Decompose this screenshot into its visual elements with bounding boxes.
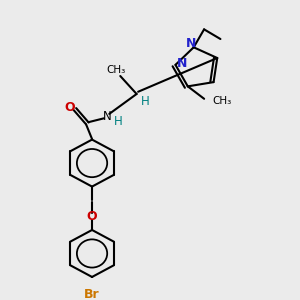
Text: H: H bbox=[141, 95, 149, 108]
Text: O: O bbox=[87, 210, 98, 223]
Text: N: N bbox=[103, 110, 111, 123]
Text: H: H bbox=[114, 115, 123, 128]
Text: N: N bbox=[177, 57, 187, 70]
Text: CH₃: CH₃ bbox=[106, 65, 125, 75]
Text: N: N bbox=[186, 38, 196, 50]
Text: Br: Br bbox=[84, 288, 100, 300]
Text: CH₃: CH₃ bbox=[212, 96, 232, 106]
Text: O: O bbox=[64, 101, 75, 114]
